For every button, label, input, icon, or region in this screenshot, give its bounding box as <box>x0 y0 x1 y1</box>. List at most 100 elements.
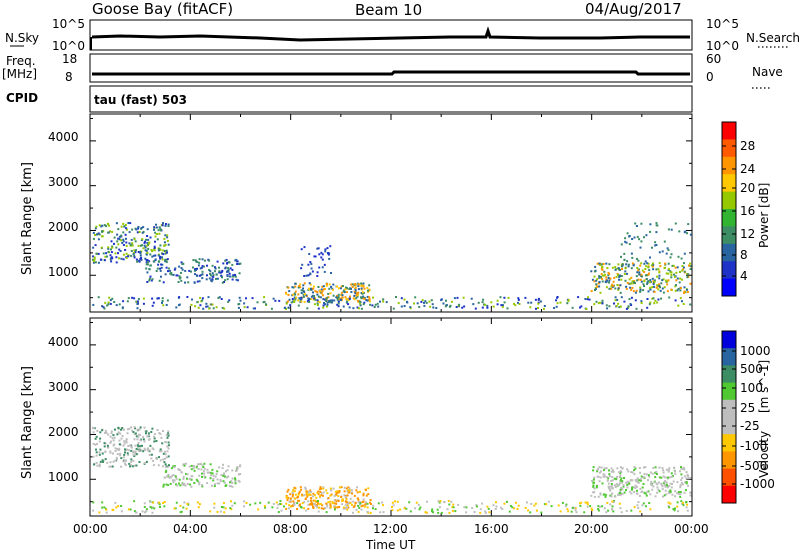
velocity-data-point <box>112 444 115 447</box>
velocity-data-point <box>293 497 296 500</box>
power-data-point <box>184 281 186 284</box>
velocity-data-point <box>245 502 248 504</box>
velocity-data-point <box>592 466 595 469</box>
power-data-point <box>147 247 150 250</box>
power-data-point <box>199 296 202 299</box>
power-data-point <box>155 270 158 272</box>
power-data-point <box>353 290 356 293</box>
velocity-data-point <box>162 483 165 486</box>
power-data-point <box>144 257 147 260</box>
velocity-data-point <box>167 441 170 444</box>
power-data-point <box>218 266 220 269</box>
power-data-point <box>649 223 652 226</box>
power-data-point <box>344 296 347 299</box>
power-data-point <box>151 250 154 253</box>
velocity-data-point <box>370 503 372 505</box>
power-data-point <box>606 307 609 310</box>
velocity-data-point <box>344 504 347 507</box>
velocity-data-point <box>143 502 146 505</box>
velocity-data-point <box>612 510 615 513</box>
power-data-point <box>94 234 96 236</box>
velocity-data-point <box>162 502 165 504</box>
power-data-point <box>227 268 230 271</box>
velocity-data-point <box>287 488 290 491</box>
power-data-point <box>340 291 343 294</box>
power-data-point <box>236 260 239 263</box>
power-data-point <box>543 305 546 307</box>
velocity-data-point <box>216 482 219 485</box>
velocity-data-point <box>142 450 145 453</box>
velocity-data-point <box>174 475 177 478</box>
power-data-point <box>167 223 170 226</box>
velocity-data-point <box>649 508 652 511</box>
power-data-point <box>237 306 240 309</box>
velocity-data-point <box>145 510 148 513</box>
velocity-data-point <box>126 428 129 431</box>
power-data-point <box>164 234 167 237</box>
velocity-data-point <box>644 492 647 495</box>
velocity-data-point <box>611 500 614 503</box>
power-data-point <box>482 298 485 301</box>
power-data-point <box>124 233 127 236</box>
velocity-data-point <box>182 477 185 480</box>
power-data-point <box>92 246 95 249</box>
power-data-point <box>331 287 334 290</box>
power-data-point <box>656 284 659 287</box>
power-data-point <box>619 305 622 308</box>
power-data-point <box>356 293 359 296</box>
velocity-data-point <box>329 494 332 497</box>
velocity-data-point <box>500 506 502 509</box>
velocity-data-point <box>662 482 665 485</box>
power-data-point <box>122 222 125 225</box>
power-data-point <box>215 277 217 280</box>
power-data-point <box>107 303 110 306</box>
velocity-data-point <box>98 463 101 466</box>
power-data-point <box>220 275 223 277</box>
velocity-data-point <box>630 509 633 512</box>
power-data-point <box>343 291 346 294</box>
velocity-data-point <box>130 426 133 429</box>
velocity-data-point <box>414 507 417 510</box>
power-data-point <box>238 262 241 265</box>
velocity-data-point <box>216 470 219 473</box>
velocity-data-point <box>506 500 508 503</box>
velocity-data-point <box>626 483 629 486</box>
power-data-point <box>209 270 212 273</box>
power-colorbar-swatch <box>722 261 736 280</box>
velocity-data-point <box>92 427 95 430</box>
power-data-point <box>317 247 320 250</box>
power-data-point <box>114 252 117 255</box>
velocity-data-point <box>524 507 527 509</box>
velocity-data-point <box>106 461 109 464</box>
velocity-data-point <box>451 506 454 509</box>
velocity-data-point <box>228 484 231 487</box>
velocity-data-point <box>137 449 140 452</box>
power-data-point <box>98 233 101 236</box>
power-data-point <box>517 298 520 301</box>
velocity-data-point <box>122 444 125 447</box>
power-data-point <box>356 306 359 309</box>
velocity-data-point <box>303 507 306 510</box>
power-data-point <box>270 307 273 310</box>
velocity-data-point <box>664 485 667 488</box>
power-ytick-3000: 3000 <box>48 175 79 189</box>
velocity-data-point <box>631 487 634 490</box>
power-data-point <box>351 286 354 288</box>
power-data-point <box>671 264 674 267</box>
power-data-point <box>294 282 297 285</box>
velocity-data-point <box>360 508 363 511</box>
power-data-point <box>161 301 163 304</box>
velocity-data-point <box>356 491 359 494</box>
xtick-0800: 08:00 <box>273 522 308 536</box>
power-data-point <box>305 274 308 277</box>
velocity-data-point <box>673 509 676 512</box>
velocity-data-point <box>110 430 113 433</box>
power-data-point <box>303 291 306 293</box>
velocity-data-point <box>316 502 319 505</box>
power-data-point <box>567 298 570 301</box>
power-data-point <box>683 286 686 289</box>
power-data-point <box>163 244 166 247</box>
power-data-point <box>340 285 343 288</box>
velocity-data-point <box>135 453 138 456</box>
velocity-data-point <box>195 466 198 469</box>
